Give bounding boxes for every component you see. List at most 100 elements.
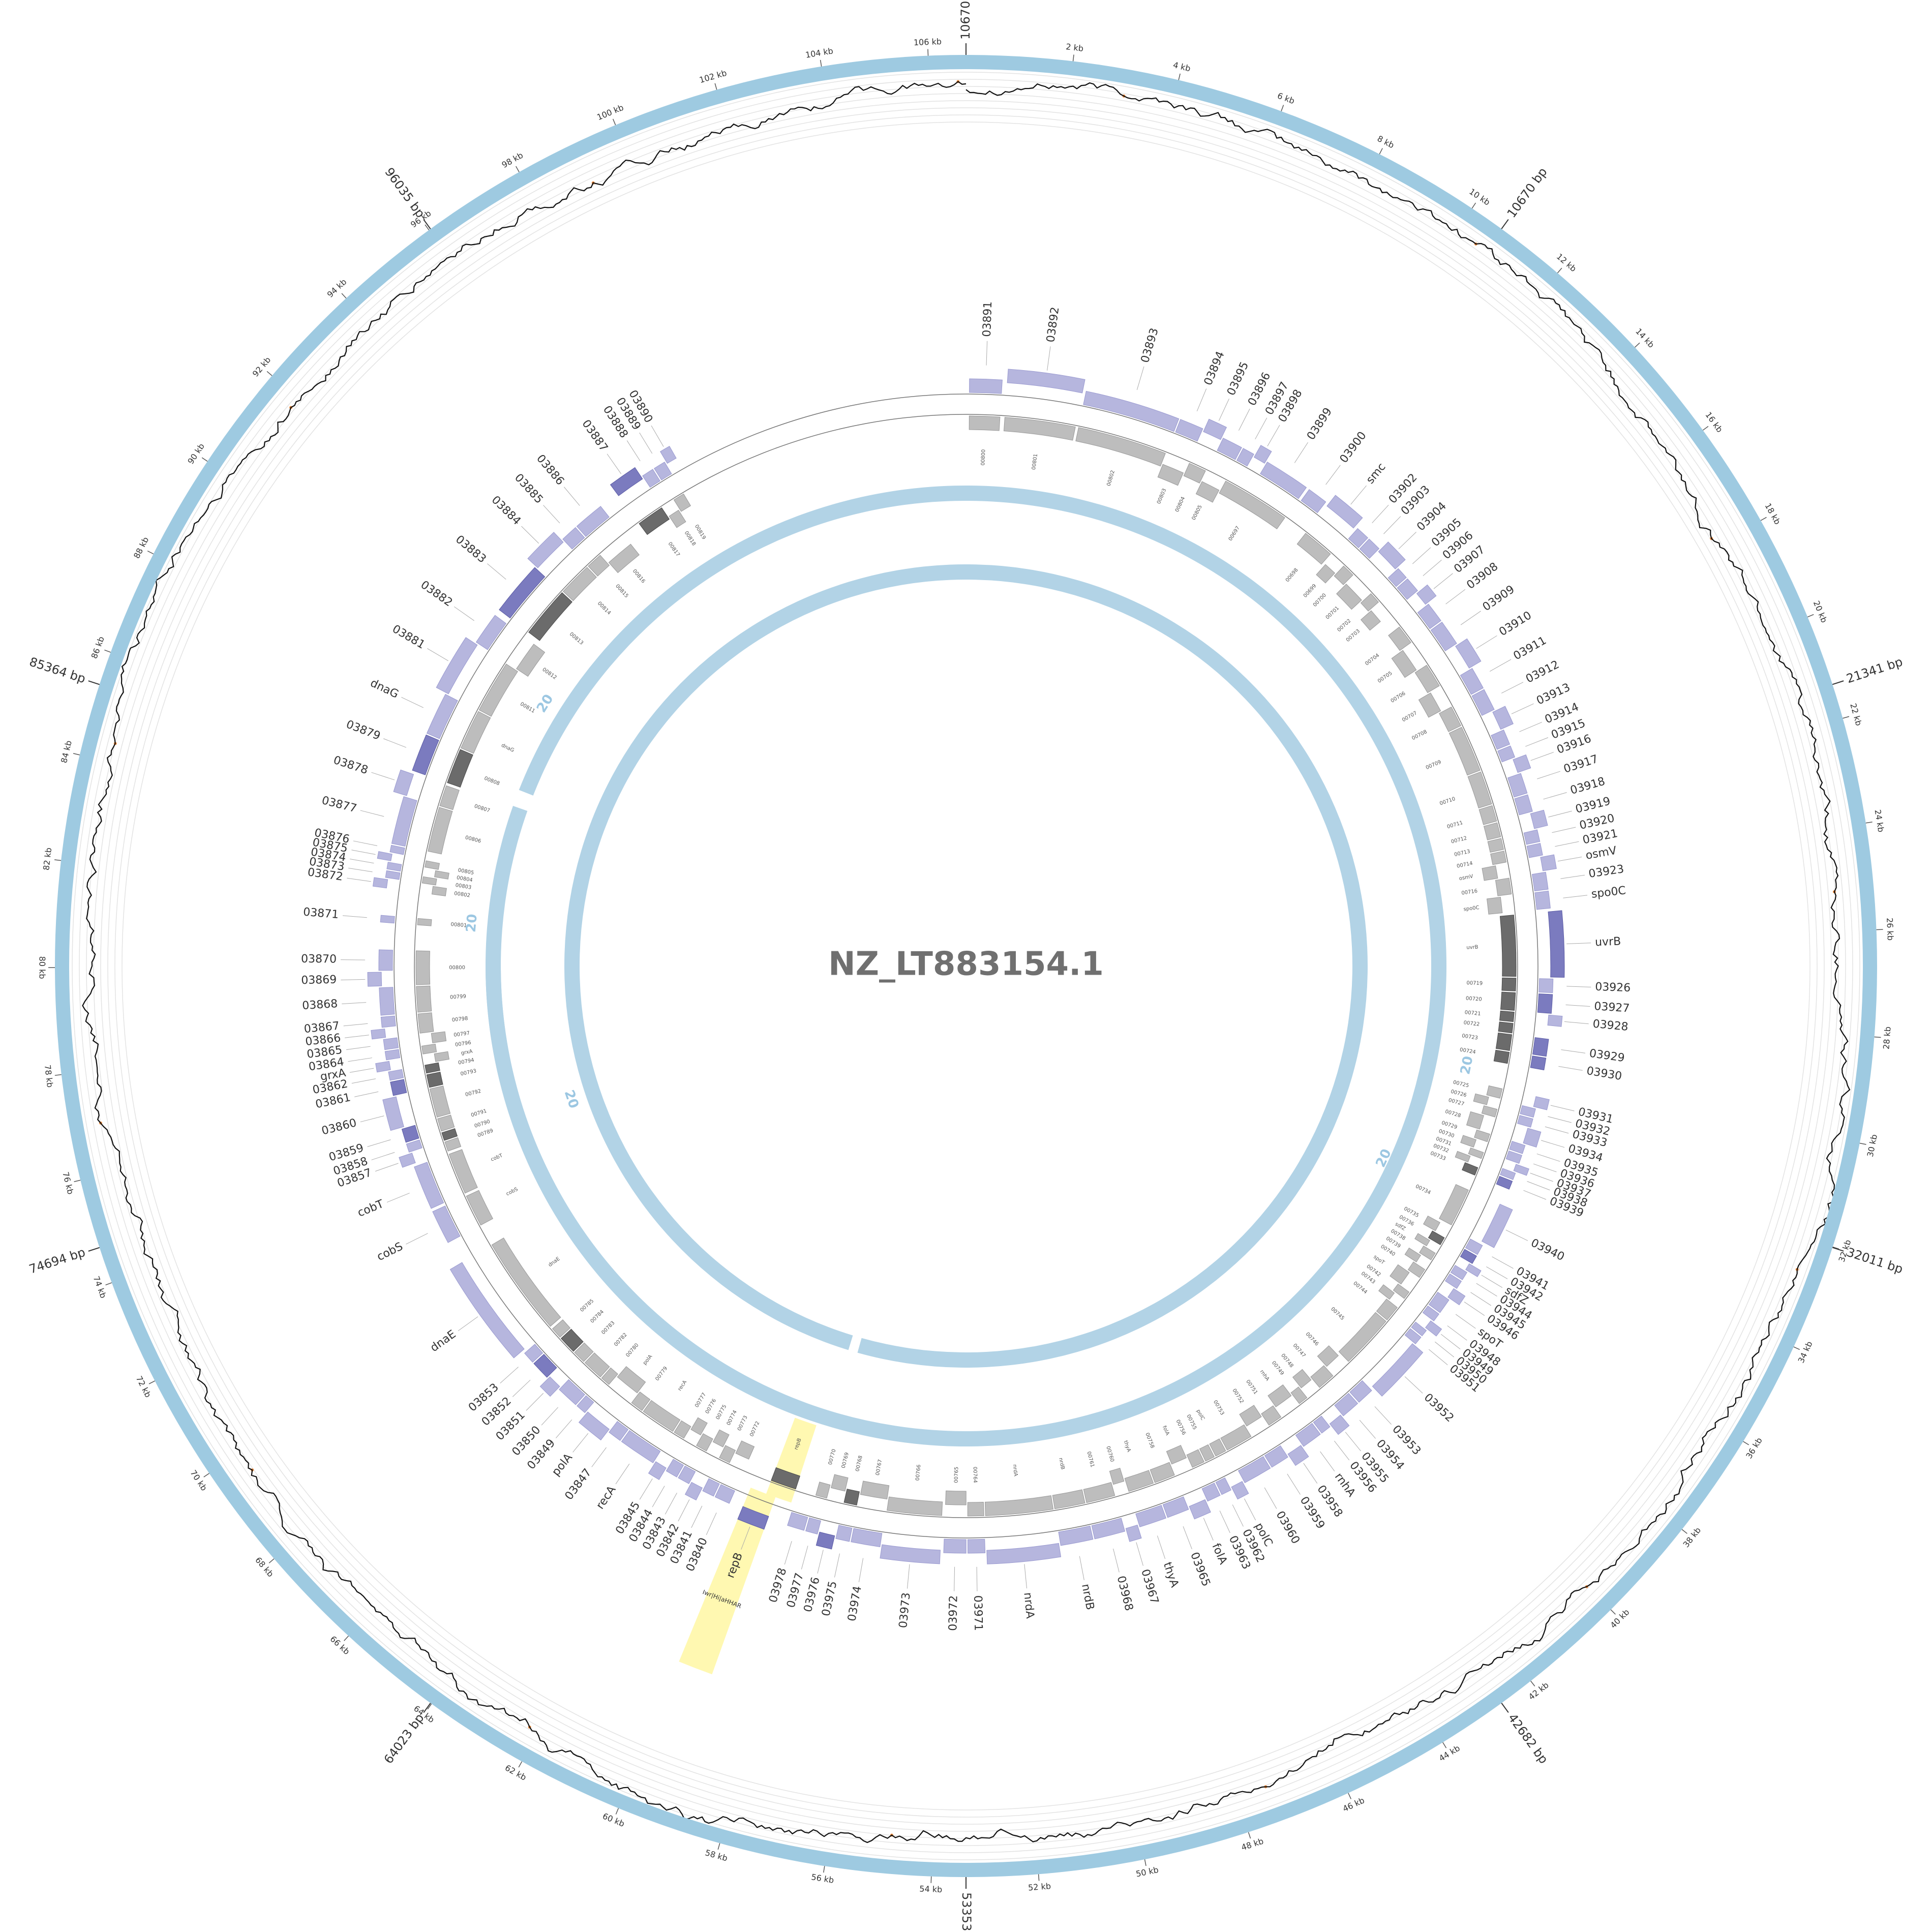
gene-leader-line <box>375 1163 399 1172</box>
gene-block <box>1507 773 1528 798</box>
gene-block <box>390 1079 407 1096</box>
ref-feature-label: 00758 <box>1144 1432 1155 1450</box>
gc-content-track <box>82 80 1851 1844</box>
gene-label: 03879 <box>344 718 382 743</box>
gene-leader-line <box>1541 1140 1565 1148</box>
ref-feature-block <box>1473 1093 1489 1105</box>
ref-feature-label: 00800 <box>980 449 986 466</box>
ref-feature-block <box>1296 533 1331 565</box>
kb-tick <box>1281 105 1284 111</box>
gene-leader-line <box>1334 1440 1350 1461</box>
ref-feature-block <box>415 950 431 985</box>
ref-feature-label: 00790 <box>474 1119 491 1129</box>
gene-leader-line <box>1136 366 1144 390</box>
gene-leader-line <box>346 1046 371 1050</box>
kb-tick-label: 78 kb <box>43 1064 55 1088</box>
ref-feature-label: rnhA <box>1259 1369 1271 1382</box>
ref-feature-label: 00769 <box>841 1452 850 1469</box>
kb-tick <box>1248 1832 1251 1839</box>
ref-feature-label: dnaG <box>500 743 515 753</box>
gene-block <box>388 1069 404 1081</box>
ref-feature-label: 00814 <box>596 600 612 616</box>
major-tick-label: 74694 bp <box>27 1245 87 1277</box>
kb-tick <box>612 118 616 126</box>
ref-feature-label: 00709 <box>1425 759 1442 771</box>
ref-feature-label: 00728 <box>1444 1109 1462 1119</box>
gene-leader-line <box>526 1393 544 1411</box>
gene-leader-line <box>954 1566 955 1591</box>
gene-block <box>1175 419 1203 442</box>
centre-title: NZ_LT883154.1 <box>828 946 1104 983</box>
ref-feature-label: spo0C <box>1463 905 1480 912</box>
ref-feature-label: 00818 <box>683 530 697 547</box>
gene-block <box>577 1395 594 1413</box>
kb-tick <box>1702 426 1709 431</box>
major-tick <box>423 219 431 229</box>
major-tick-label: 32011 bp <box>1845 1245 1905 1277</box>
gene-block <box>1447 1288 1466 1306</box>
ref-feature-label: 00705 <box>1377 671 1393 684</box>
major-tick-label: 42682 bp <box>1505 1711 1551 1766</box>
gene-block <box>1491 729 1511 750</box>
kb-tick-label: 72 kb <box>134 1374 153 1399</box>
kb-tick-label: 16 kb <box>1703 410 1725 434</box>
gene-leader-line <box>351 850 376 855</box>
ref-feature-label: 00756 <box>1174 1419 1186 1436</box>
gene-block <box>578 1411 610 1441</box>
kb-tick <box>717 1843 720 1850</box>
gene-leader-line <box>626 440 641 462</box>
ref-feature-block <box>466 1190 494 1226</box>
kb-tick <box>104 649 111 653</box>
ref-feature-block <box>1292 1369 1312 1388</box>
ref-feature-block <box>674 1420 691 1439</box>
gene-block <box>562 527 585 550</box>
ref-feature-block <box>1378 1284 1395 1300</box>
gc-grid-circle <box>100 100 1832 1832</box>
gene-label: folA <box>1209 1542 1229 1566</box>
ref-feature-label: 00793 <box>460 1068 477 1077</box>
kb-tick <box>1876 929 1883 930</box>
kb-tick-label: 86 kb <box>89 635 106 660</box>
kb-tick-label: 6 kb <box>1276 90 1296 106</box>
ref-feature-label: 00764 <box>972 1467 978 1483</box>
ref-feature-label: recA <box>677 1379 688 1392</box>
gene-leader-line <box>1383 516 1401 534</box>
gene-leader-line <box>555 1419 572 1438</box>
ref-feature-label: 00806 <box>465 835 482 844</box>
gene-block <box>1378 541 1406 569</box>
gene-block <box>654 462 672 480</box>
ref-feature-block <box>574 1342 594 1362</box>
gene-leader-line <box>1511 703 1534 714</box>
gene-leader-line <box>1548 810 1572 818</box>
ref-feature-label: 00796 <box>455 1040 471 1048</box>
kb-tick <box>823 1866 825 1873</box>
ref-feature-label: 00773 <box>737 1415 749 1432</box>
gene-leader-line <box>564 487 580 506</box>
gene-label: 03971 <box>971 1595 984 1631</box>
gene-label: 03860 <box>320 1116 358 1138</box>
gene-block <box>386 862 402 872</box>
ref-feature-label: 00712 <box>1451 835 1468 845</box>
kb-tick-label: 24 kb <box>1873 809 1886 833</box>
gene-block <box>1295 1423 1321 1447</box>
gene-leader-line <box>383 738 407 748</box>
gene-block <box>1329 1414 1350 1435</box>
gene-leader-line <box>1564 1021 1589 1024</box>
gene-label: 03899 <box>1305 406 1335 442</box>
kb-tick <box>341 293 347 299</box>
ref-feature-block <box>1483 822 1501 840</box>
ref-feature-label: 00723 <box>1462 1033 1478 1041</box>
gene-leader-line <box>1460 611 1481 625</box>
gene-block <box>714 1484 735 1504</box>
gene-leader-line <box>1530 1172 1553 1182</box>
gene-leader-line <box>1560 874 1585 879</box>
gene-block <box>524 1344 544 1363</box>
kb-tick <box>1681 1529 1687 1534</box>
kb-tick-label: 26 kb <box>1885 918 1895 941</box>
gene-leader-line <box>1548 1116 1572 1123</box>
gene-block <box>1532 1037 1549 1057</box>
gene-label: cobS <box>375 1240 405 1263</box>
ref-feature-block <box>516 644 546 677</box>
gene-block <box>1465 1263 1482 1277</box>
kb-tick <box>266 371 273 376</box>
